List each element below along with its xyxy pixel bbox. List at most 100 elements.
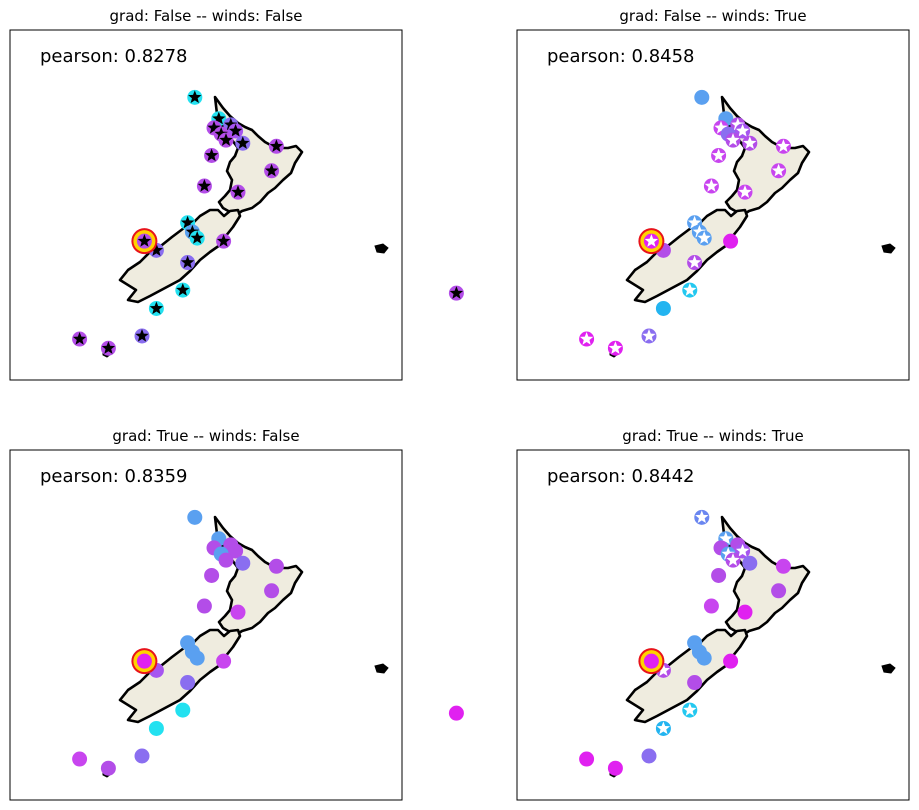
station-star-icon: [692, 224, 707, 238]
panel-title: grad: True -- winds: True: [622, 427, 803, 445]
station-star-icon: [642, 329, 656, 342]
station-star-icon: [176, 283, 190, 296]
station-marker-s11: [264, 583, 280, 599]
station-marker-s17: [723, 653, 739, 669]
south-island: [118, 208, 242, 304]
station-star-icon: [697, 231, 711, 244]
station-star-icon: [264, 163, 279, 177]
station-marker-s7: [218, 552, 234, 568]
station-marker-s17: [216, 653, 232, 669]
station-star-icon: [726, 133, 740, 146]
station-star-icon: [180, 255, 195, 269]
south-island: [625, 208, 749, 304]
panel-title: grad: False -- winds: True: [619, 7, 806, 25]
station-star-icon: [771, 163, 786, 177]
station-marker-s16: [189, 650, 205, 666]
station-star-icon: [738, 185, 752, 198]
panel-grad-false-winds-true: grad: False -- winds: True pearson: 0.84…: [516, 7, 910, 381]
station-marker-s22: [641, 748, 657, 764]
station-marker-s10: [775, 558, 791, 574]
land-layer: [102, 515, 389, 778]
station-star-icon: [236, 136, 250, 149]
station-star-icon: [743, 136, 757, 149]
station-marker-s8: [742, 555, 758, 571]
pearson-label: pearson: 0.8278: [40, 46, 188, 67]
station-marker-s11: [771, 583, 787, 599]
stations-layer: [72, 89, 464, 356]
station-star-icon: [188, 90, 202, 103]
chatham-islands: [374, 663, 389, 674]
station-star-icon: [656, 721, 671, 735]
station-star-icon: [149, 243, 164, 256]
station-star-icon: [731, 117, 745, 131]
north-island: [213, 515, 304, 637]
station-marker-s1: [187, 509, 203, 525]
chatham-islands: [881, 663, 896, 674]
station-star-icon: [776, 139, 791, 152]
south-island: [118, 628, 242, 724]
station-marker-s16: [696, 650, 712, 666]
station-star-icon: [149, 301, 164, 315]
north-island: [720, 515, 811, 637]
station-marker-s8: [235, 555, 251, 571]
target-station-star-icon: [137, 234, 152, 247]
station-star-icon: [695, 510, 709, 523]
panel-title: grad: False -- winds: False: [110, 7, 303, 25]
station-star-icon: [704, 179, 719, 192]
station-star-icon: [204, 148, 219, 162]
station-marker-s20: [175, 702, 191, 718]
station-star-icon: [180, 215, 195, 229]
map-frame: [9, 29, 403, 381]
station-star-icon: [207, 120, 221, 134]
target-station-core: [643, 653, 659, 669]
station-marker-s12: [196, 598, 212, 614]
station-star-icon: [721, 547, 735, 560]
station-star-icon: [726, 553, 740, 566]
north-island: [213, 95, 304, 217]
pearson-label: pearson: 0.8359: [40, 466, 188, 487]
station-marker-s22: [134, 748, 150, 764]
station-star-icon: [656, 663, 671, 676]
station-star-icon: [219, 133, 233, 146]
station-marker-s9: [711, 567, 727, 583]
station-star-icon: [190, 231, 204, 244]
north-island: [720, 95, 811, 217]
station-marker-s23: [579, 751, 595, 767]
station-marker-s9: [204, 567, 220, 583]
station-marker-s5: [228, 543, 244, 559]
station-star-icon: [212, 111, 226, 125]
map-frame: [516, 449, 910, 801]
panel-grad-false-winds-false: grad: False -- winds: False pearson: 0.8…: [9, 7, 464, 381]
panel-title: grad: True -- winds: False: [112, 427, 299, 445]
station-marker-s12: [703, 598, 719, 614]
station-star-icon: [228, 123, 243, 137]
station-star-icon: [687, 255, 702, 269]
station-star-icon: [269, 139, 284, 152]
station-star-icon: [719, 531, 733, 545]
chatham-islands: [374, 243, 389, 254]
station-star-icon: [687, 215, 702, 229]
station-marker-s13: [230, 604, 246, 620]
map-frame: [9, 449, 403, 801]
station-star-icon: [683, 283, 697, 296]
target-station-core: [136, 653, 152, 669]
land-layer: [609, 95, 896, 358]
station-star-icon: [608, 341, 623, 354]
station-star-icon: [231, 185, 245, 198]
station-star-icon: [683, 703, 697, 716]
station-star-icon: [449, 286, 464, 299]
panel-grad-true-winds-true: grad: True -- winds: True pearson: 0.844…: [516, 427, 910, 801]
station-marker-s25: [448, 705, 464, 721]
land-layer: [102, 95, 389, 358]
station-marker-s1: [694, 89, 710, 105]
station-marker-s21: [148, 720, 164, 736]
station-marker-s13: [737, 604, 753, 620]
station-star-icon: [579, 332, 594, 345]
station-star-icon: [711, 148, 726, 162]
pearson-label: pearson: 0.8442: [547, 466, 695, 487]
station-star-icon: [224, 117, 238, 131]
station-star-icon: [101, 341, 116, 354]
stations-layer: [579, 89, 791, 356]
station-marker-s10: [268, 558, 284, 574]
